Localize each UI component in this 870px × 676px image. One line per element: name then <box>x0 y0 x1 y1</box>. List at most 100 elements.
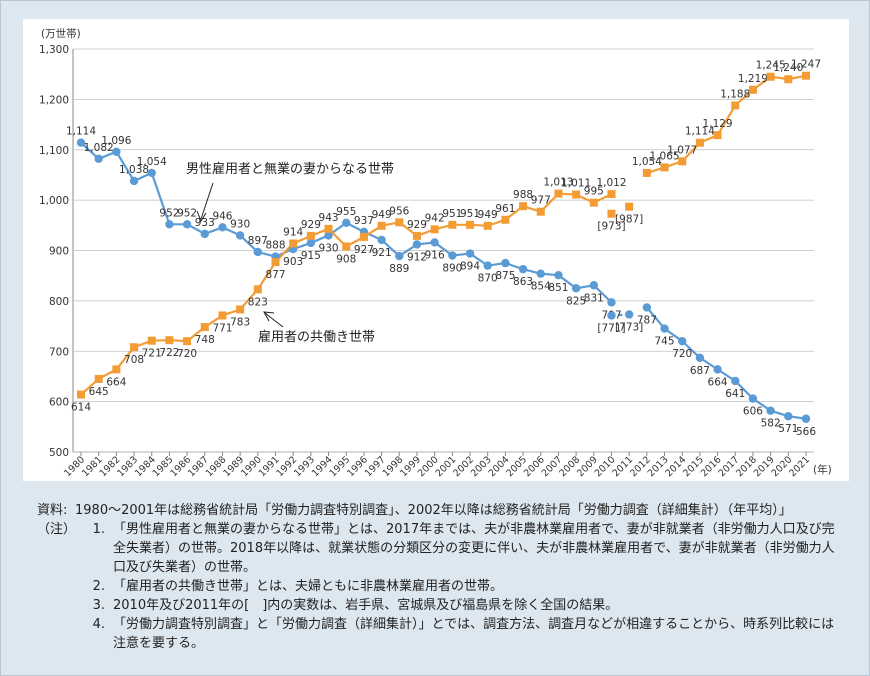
value-label: 955 <box>336 206 356 218</box>
value-label: 566 <box>796 426 816 438</box>
point <box>77 390 85 399</box>
point <box>589 198 598 207</box>
point <box>607 298 616 307</box>
value-label: 930 <box>230 218 250 230</box>
value-label: 870 <box>478 273 498 285</box>
point <box>253 285 262 294</box>
point <box>112 147 121 156</box>
point <box>660 324 669 333</box>
y-unit: (万世帯) <box>41 27 81 40</box>
value-label: 915 <box>301 250 321 262</box>
value-label: 903 <box>283 256 303 268</box>
value-label: 952 <box>159 207 179 219</box>
value-label: 831 <box>584 292 604 304</box>
point <box>660 163 669 172</box>
value-label: 937 <box>354 215 374 227</box>
value-label: 745 <box>655 336 675 348</box>
note-item: 3. 2010年及び2011年の[ ]内の実数は、岩手県、宮城県及び福島県を除く全… <box>75 596 847 615</box>
point <box>165 336 174 345</box>
point <box>713 131 722 140</box>
note-text: 「労働力調査特別調査」と「労働力調査（詳細集計）」とでは、調査方法、調査月などが… <box>113 617 835 651</box>
chart: (万世帯) (年) 500 600 700 800 900 1,000 1,100 1,200… <box>39 27 832 479</box>
value-label: 894 <box>460 261 480 273</box>
value-label: 641 <box>725 388 745 400</box>
point <box>784 75 793 84</box>
point <box>235 231 245 240</box>
point <box>607 209 616 218</box>
y-tick-label: 1,300 <box>39 44 69 56</box>
point <box>112 365 121 374</box>
point <box>607 311 616 320</box>
note-text: 2010年及び2011年の[ ]内の実数は、岩手県、宮城県及び福島県を除く全国の… <box>113 598 619 613</box>
series-annotation: 男性雇用者と無業の妻からなる世帯 <box>186 161 394 177</box>
value-label: 921 <box>372 247 392 259</box>
y-tick-label: 1,100 <box>39 145 69 157</box>
point <box>784 412 793 421</box>
value-label: 897 <box>248 235 268 247</box>
point <box>147 168 156 178</box>
value-label: 664 <box>106 376 126 388</box>
value-label: 927 <box>354 244 374 256</box>
value-label: 825 <box>566 295 586 307</box>
point <box>448 251 457 260</box>
value-label: 854 <box>531 281 551 293</box>
note-item: 4. 「労働力調査特別調査」と「労働力調査（詳細集計）」とでは、調査方法、調査月な… <box>75 615 847 653</box>
value-label: 951 <box>442 208 462 220</box>
value-label: 977 <box>531 195 551 207</box>
value-label: 929 <box>407 219 427 231</box>
point <box>324 231 333 240</box>
value-label: 708 <box>124 354 144 366</box>
value-label: 720 <box>177 348 197 360</box>
value-label: 1,077 <box>667 144 697 156</box>
point <box>200 229 209 239</box>
notes: 資料: 1980～2001年は総務省統計局「労働力調査特別調査」、2002年以降は… <box>37 501 847 653</box>
point <box>642 168 651 177</box>
value-label: 946 <box>212 210 232 222</box>
point <box>218 223 227 232</box>
value-label: 1,082 <box>84 142 114 154</box>
value-label: 888 <box>265 240 285 252</box>
value-label: 877 <box>265 269 285 281</box>
value-label: 1,013 <box>543 177 573 189</box>
point <box>695 353 705 362</box>
value-label: 1,114 <box>685 126 715 138</box>
value-label: 890 <box>442 263 462 275</box>
point <box>182 220 192 229</box>
value-label: 664 <box>708 376 728 388</box>
value-label: 956 <box>389 205 409 217</box>
point <box>589 281 599 290</box>
value-label: 1,011 <box>561 178 591 190</box>
point <box>306 238 316 248</box>
y-tick-label: 1,200 <box>39 94 69 106</box>
point <box>306 231 315 240</box>
point <box>342 218 351 227</box>
point <box>554 270 563 280</box>
point <box>766 72 775 81</box>
notes-row: （注） 1. 「男性雇用者と無業の妻からなる世帯」とは、2017年までは、夫が非農林… <box>37 520 847 653</box>
point <box>466 220 475 229</box>
value-label: 721 <box>142 348 162 360</box>
point <box>607 190 616 199</box>
point <box>642 303 652 312</box>
point <box>695 138 704 147</box>
point <box>678 157 687 166</box>
value-label: 1,247 <box>791 59 821 71</box>
y-tick-label: 500 <box>49 447 69 459</box>
x-unit: (年) <box>813 463 832 476</box>
value-label: 1,114 <box>66 126 96 138</box>
point <box>554 189 563 198</box>
point <box>748 85 757 94</box>
point <box>572 190 581 199</box>
series-line <box>646 306 807 420</box>
value-label: 720 <box>672 348 692 360</box>
note-number: 1. <box>92 522 105 537</box>
value-label: 571 <box>778 423 798 435</box>
value-label: 823 <box>248 296 268 308</box>
y-tick-label: 600 <box>49 397 69 409</box>
point <box>253 247 263 257</box>
note-number: 3. <box>92 598 105 613</box>
y-tick-label: 700 <box>49 346 69 358</box>
point <box>412 231 421 240</box>
point <box>183 337 192 346</box>
value-label: 914 <box>283 226 303 238</box>
